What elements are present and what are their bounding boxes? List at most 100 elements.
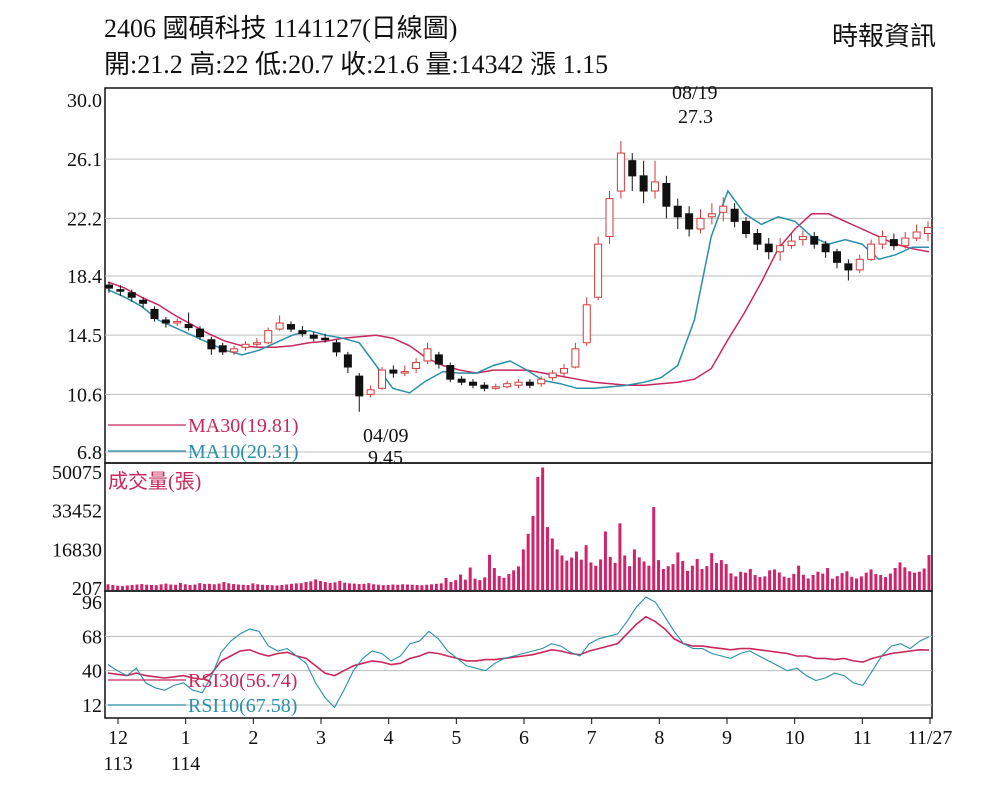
- volume-bar: [473, 578, 477, 590]
- volume-bar: [270, 585, 274, 590]
- volume-bar: [661, 568, 665, 590]
- annotation-high-value: 27.3: [678, 106, 713, 128]
- volume-bar: [280, 584, 284, 590]
- candle-body: [730, 208, 739, 222]
- candle-body: [434, 354, 443, 365]
- volume-bar: [391, 584, 395, 590]
- volume-bar: [347, 583, 351, 590]
- volume-bar: [193, 584, 197, 590]
- candle-body: [673, 205, 682, 218]
- volume-bar: [183, 584, 187, 590]
- candle-body: [275, 322, 284, 330]
- candle-body: [105, 284, 113, 289]
- volume-bar: [246, 584, 250, 590]
- ma10-line: [107, 189, 929, 394]
- volume-bar: [845, 571, 849, 590]
- volume-bar: [797, 565, 801, 590]
- volume-title: 成交量(張): [108, 470, 201, 493]
- candle-body: [685, 213, 694, 230]
- volume-bar: [570, 557, 574, 590]
- volume-bar: [676, 552, 680, 590]
- volume-bar: [835, 576, 839, 590]
- volume-bar: [821, 573, 825, 590]
- volume-bar: [695, 558, 699, 590]
- volume-bar: [227, 583, 231, 590]
- volume-bar: [241, 584, 245, 590]
- candle-body: [662, 182, 671, 207]
- volume-bar: [536, 476, 540, 590]
- volume-bar: [545, 527, 549, 590]
- candle-body: [594, 243, 603, 298]
- volume-bar: [898, 562, 902, 590]
- candle-body: [309, 334, 318, 339]
- volume-bar: [111, 584, 115, 590]
- volume-bar: [705, 566, 709, 590]
- volume-bar: [777, 572, 781, 590]
- volume-bar: [256, 584, 260, 590]
- volume-bar: [869, 569, 873, 590]
- volume-bar: [560, 555, 564, 590]
- volume-bar: [154, 585, 158, 590]
- x-tick-label: 2: [248, 727, 258, 749]
- candle-body: [173, 321, 182, 324]
- volume-bar: [806, 578, 810, 590]
- candle-body: [469, 381, 477, 386]
- x-tick-label: 4: [384, 727, 394, 749]
- volume-bar: [531, 515, 535, 590]
- volume-bar: [328, 582, 332, 590]
- volume-bar: [222, 581, 226, 590]
- candle-body: [389, 369, 398, 374]
- volume-bar: [381, 585, 385, 590]
- volume-bar: [739, 571, 743, 590]
- volume-bar: [454, 580, 458, 590]
- volume-bar: [768, 570, 772, 590]
- volume-bar: [290, 583, 294, 590]
- volume-bar: [903, 567, 907, 590]
- volume-bar: [647, 565, 651, 590]
- volume-bar: [681, 561, 685, 590]
- volume-bar: [599, 559, 603, 590]
- candle-body: [571, 348, 580, 368]
- volume-bar: [468, 567, 472, 590]
- volume-bar: [304, 581, 308, 590]
- volume-bar: [724, 564, 728, 590]
- candle-body: [616, 152, 625, 192]
- volume-bar: [763, 576, 767, 590]
- candle-body: [321, 337, 330, 341]
- volume-bar: [608, 556, 612, 590]
- volume-bar: [135, 584, 139, 590]
- candle-body: [787, 240, 796, 247]
- volume-bar: [850, 576, 854, 590]
- volume-bar: [420, 585, 424, 590]
- volume-bar: [140, 584, 144, 590]
- volume-bar: [174, 584, 178, 590]
- candle-body: [196, 328, 204, 338]
- volume-bar: [415, 584, 419, 590]
- volume-y-tick-label: 50075: [52, 462, 102, 484]
- volume-bar: [521, 549, 525, 590]
- candle-body: [548, 372, 557, 379]
- volume-bar: [715, 562, 719, 590]
- rsi-y-tick-label: 12: [82, 695, 102, 717]
- volume-bar: [579, 559, 583, 590]
- volume-bar: [652, 507, 656, 590]
- price-y-tick-label: 6.8: [77, 442, 102, 464]
- volume-bar: [526, 533, 530, 590]
- annotation-high-date: 08/19: [672, 82, 718, 104]
- x-tick-label: 10: [785, 727, 805, 749]
- volume-bar: [439, 583, 443, 590]
- candle-body: [639, 175, 648, 192]
- volume-bar: [261, 584, 265, 590]
- price-y-tick-label: 30.0: [67, 90, 102, 112]
- volume-bar: [232, 584, 236, 590]
- rsi-panel-frame: [104, 590, 933, 719]
- volume-bar: [927, 555, 931, 590]
- volume-bar: [550, 538, 554, 590]
- volume-bar: [159, 584, 163, 590]
- volume-bar: [623, 555, 627, 590]
- volume-bar: [198, 583, 202, 590]
- volume-bar: [376, 584, 380, 590]
- volume-bar: [734, 576, 738, 590]
- x-tick-label: 7: [587, 727, 597, 749]
- volume-bar: [483, 577, 487, 590]
